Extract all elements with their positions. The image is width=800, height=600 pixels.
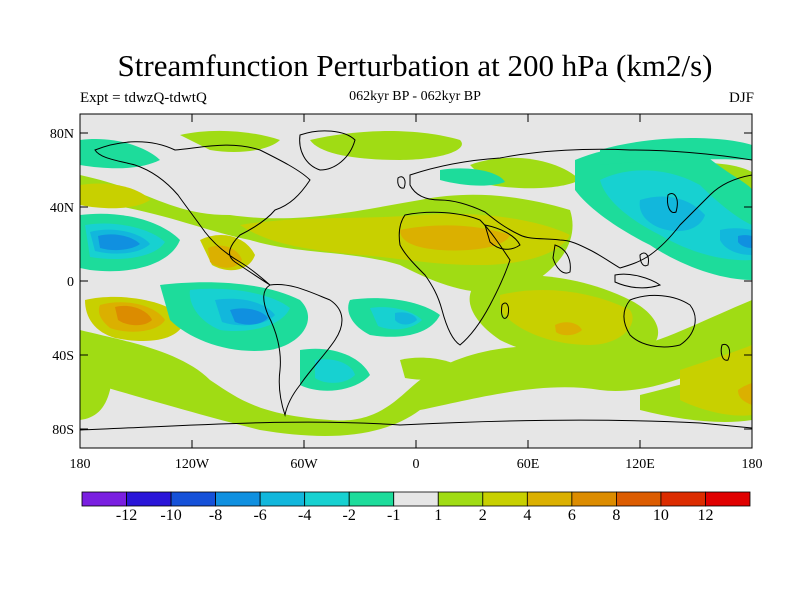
lat-tick-labels: 80N 40N 0 40S 80S bbox=[50, 127, 74, 438]
colorbar-swatch bbox=[215, 491, 261, 507]
colorbar-swatch bbox=[348, 491, 395, 507]
lon-tick-labels: 180 120W 60W 0 60E 120E 180 bbox=[70, 457, 763, 472]
colorbar bbox=[81, 491, 751, 507]
tick-marks bbox=[79, 114, 753, 448]
colorbar-swatch bbox=[616, 491, 662, 507]
colorbar-label: 4 bbox=[523, 507, 532, 524]
colorbar-label: 12 bbox=[697, 507, 714, 524]
lat-tick-label: 80S bbox=[52, 423, 74, 438]
lat-tick-label: 40S bbox=[52, 349, 74, 364]
colorbar-label: 6 bbox=[567, 507, 576, 524]
colorbar-label: 10 bbox=[652, 507, 669, 524]
colorbar-swatch bbox=[259, 491, 306, 507]
colorbar-swatch bbox=[571, 491, 617, 507]
lon-tick-label: 180 bbox=[742, 457, 763, 472]
colorbar-label: -10 bbox=[160, 507, 182, 524]
colorbar-swatch bbox=[170, 491, 216, 507]
colorbar-label: -8 bbox=[208, 507, 223, 524]
lat-tick-label: 0 bbox=[67, 275, 74, 290]
colorbar-swatch bbox=[393, 491, 439, 507]
field-dark-orange bbox=[115, 305, 152, 326]
colorbar-label: -2 bbox=[342, 507, 356, 524]
colorbar-swatch bbox=[482, 491, 528, 507]
season-label: DJF bbox=[728, 90, 754, 106]
lon-tick-label: 60E bbox=[517, 457, 540, 472]
lon-tick-label: 120W bbox=[175, 457, 210, 472]
contour-field bbox=[80, 114, 752, 448]
lat-tick-label: 80N bbox=[50, 127, 74, 142]
colorbar-label: -6 bbox=[253, 507, 267, 524]
colorbar-swatch bbox=[126, 491, 172, 507]
period-label: 062kyr BP - 062kyr BP bbox=[349, 89, 481, 104]
colorbar-label: -12 bbox=[115, 507, 138, 524]
lon-tick-label: 120E bbox=[625, 457, 655, 472]
colorbar-label: -1 bbox=[387, 507, 401, 524]
experiment-label: Expt = tdwzQ-tdwtQ bbox=[80, 90, 207, 106]
colorbar-swatch bbox=[304, 491, 350, 507]
lat-tick-label: 40N bbox=[50, 201, 74, 216]
chart-title: Streamfunction Perturbation at 200 hPa (… bbox=[117, 48, 713, 83]
colorbar-swatch bbox=[660, 491, 706, 507]
colorbar-swatch bbox=[526, 491, 573, 507]
colorbar-label: 8 bbox=[612, 507, 621, 524]
colorbar-label: -4 bbox=[297, 507, 312, 524]
field-deep-blue bbox=[98, 234, 752, 325]
lon-tick-label: 180 bbox=[70, 457, 91, 472]
lon-tick-label: 60W bbox=[290, 457, 318, 472]
lon-tick-label: 0 bbox=[413, 457, 420, 472]
colorbar-swatch bbox=[437, 491, 484, 507]
colorbar-swatch bbox=[705, 491, 751, 507]
colorbar-swatch bbox=[81, 491, 127, 507]
colorbar-label: 1 bbox=[434, 507, 443, 524]
coastlines bbox=[80, 130, 752, 431]
colorbar-label: 2 bbox=[478, 507, 487, 524]
